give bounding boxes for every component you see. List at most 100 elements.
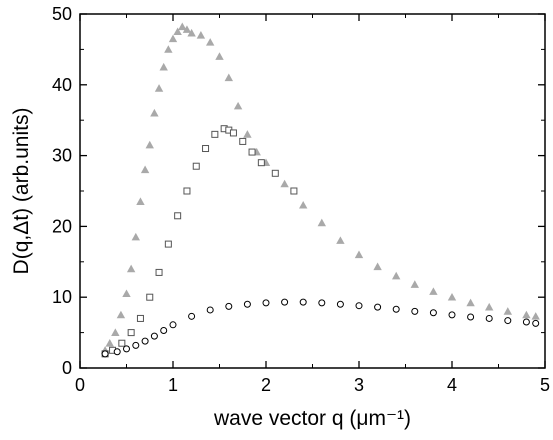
circle-point [132, 341, 140, 349]
triangle-point [243, 130, 252, 138]
circle-point [485, 314, 493, 322]
circle-point [123, 345, 130, 353]
x-axis-title: wave vector q (μm⁻¹) [213, 407, 411, 430]
circle-point [392, 305, 400, 313]
triangle-point [531, 312, 540, 320]
y-tick-label: 30 [52, 146, 72, 166]
y-tick-label: 10 [52, 287, 72, 307]
series-2 [101, 125, 298, 358]
triangle-point [178, 22, 187, 31]
circle-point [429, 309, 437, 317]
circle-point [522, 318, 530, 326]
circle-point [262, 299, 270, 307]
triangle-point [116, 310, 126, 319]
triangle-point [336, 236, 345, 244]
x-tick-label: 4 [447, 375, 457, 395]
x-tick-label: 0 [75, 375, 85, 395]
x-tick-label: 3 [354, 375, 364, 395]
triangle-point [150, 108, 159, 117]
y-tick-label: 40 [52, 75, 72, 95]
plot-frame-border [79, 13, 546, 369]
triangle-point [126, 264, 136, 273]
square-point [248, 148, 256, 156]
circle-point [206, 306, 214, 314]
x-tick-label: 2 [261, 375, 271, 395]
square-point [136, 314, 144, 322]
triangle-point [206, 38, 215, 46]
circle-point [160, 326, 168, 334]
triangle-point [145, 140, 154, 149]
triangle-point [233, 101, 243, 110]
y-tick-label: 20 [52, 216, 72, 236]
triangle-point [196, 31, 206, 39]
triangle-point [131, 232, 140, 241]
square-point [146, 293, 154, 301]
plot-frame [79, 13, 546, 369]
x-tick-label: 5 [540, 375, 550, 395]
triangle-point [354, 250, 364, 259]
square-point [202, 145, 210, 153]
triangle-point [429, 287, 438, 295]
triangle-point [224, 73, 233, 82]
y-tick-label: 50 [52, 4, 72, 24]
triangle-point [136, 197, 145, 205]
triangle-point [299, 200, 308, 209]
triangle-point [168, 34, 178, 43]
square-point [239, 137, 247, 145]
circle-point [101, 350, 109, 358]
circle-point [374, 303, 382, 311]
triangle-point [122, 289, 131, 298]
circle-point [504, 317, 512, 325]
triangle-point [317, 218, 326, 227]
square-point [164, 240, 172, 248]
series-1 [100, 22, 540, 354]
circle-point [281, 298, 289, 306]
square-point [118, 339, 126, 347]
square-point [183, 187, 191, 195]
square-point [290, 187, 298, 195]
circle-point [299, 298, 307, 306]
circle-point [355, 302, 363, 310]
data-marks [100, 22, 540, 358]
circle-point [188, 312, 196, 320]
triangle-point [392, 271, 401, 280]
y-axis-title: D(q,Δt) (arb.units) [10, 108, 33, 275]
square-point [271, 169, 279, 177]
triangle-point [410, 280, 419, 288]
circle-point [150, 332, 158, 340]
triangle-point [522, 310, 531, 319]
circle-point [336, 300, 344, 308]
square-point [257, 159, 265, 167]
circle-point [411, 307, 419, 315]
triangle-point [173, 27, 182, 36]
circle-point [243, 300, 251, 308]
circle-point [448, 311, 456, 319]
triangle-point [105, 339, 114, 347]
square-point [229, 129, 237, 137]
circle-point [532, 319, 540, 327]
triangle-point [154, 84, 164, 92]
square-point [155, 268, 163, 276]
circle-point [113, 348, 121, 356]
triangle-point [159, 62, 168, 71]
x-tick-label: 1 [168, 375, 178, 395]
circle-point [169, 321, 177, 329]
triangle-point [182, 25, 192, 33]
triangle-point [140, 165, 150, 174]
series-3 [101, 298, 540, 358]
triangle-point [503, 307, 512, 315]
triangle-point [280, 179, 289, 188]
circle-point [141, 337, 149, 345]
triangle-point [111, 328, 120, 336]
square-point [174, 212, 182, 220]
triangle-point [215, 52, 224, 60]
triangle-point [164, 45, 173, 53]
triangle-point [187, 28, 196, 37]
circle-point [318, 299, 326, 307]
triangle-point [485, 302, 494, 311]
triangle-point [466, 298, 475, 307]
triangle-point [373, 262, 382, 271]
square-point [127, 329, 135, 337]
